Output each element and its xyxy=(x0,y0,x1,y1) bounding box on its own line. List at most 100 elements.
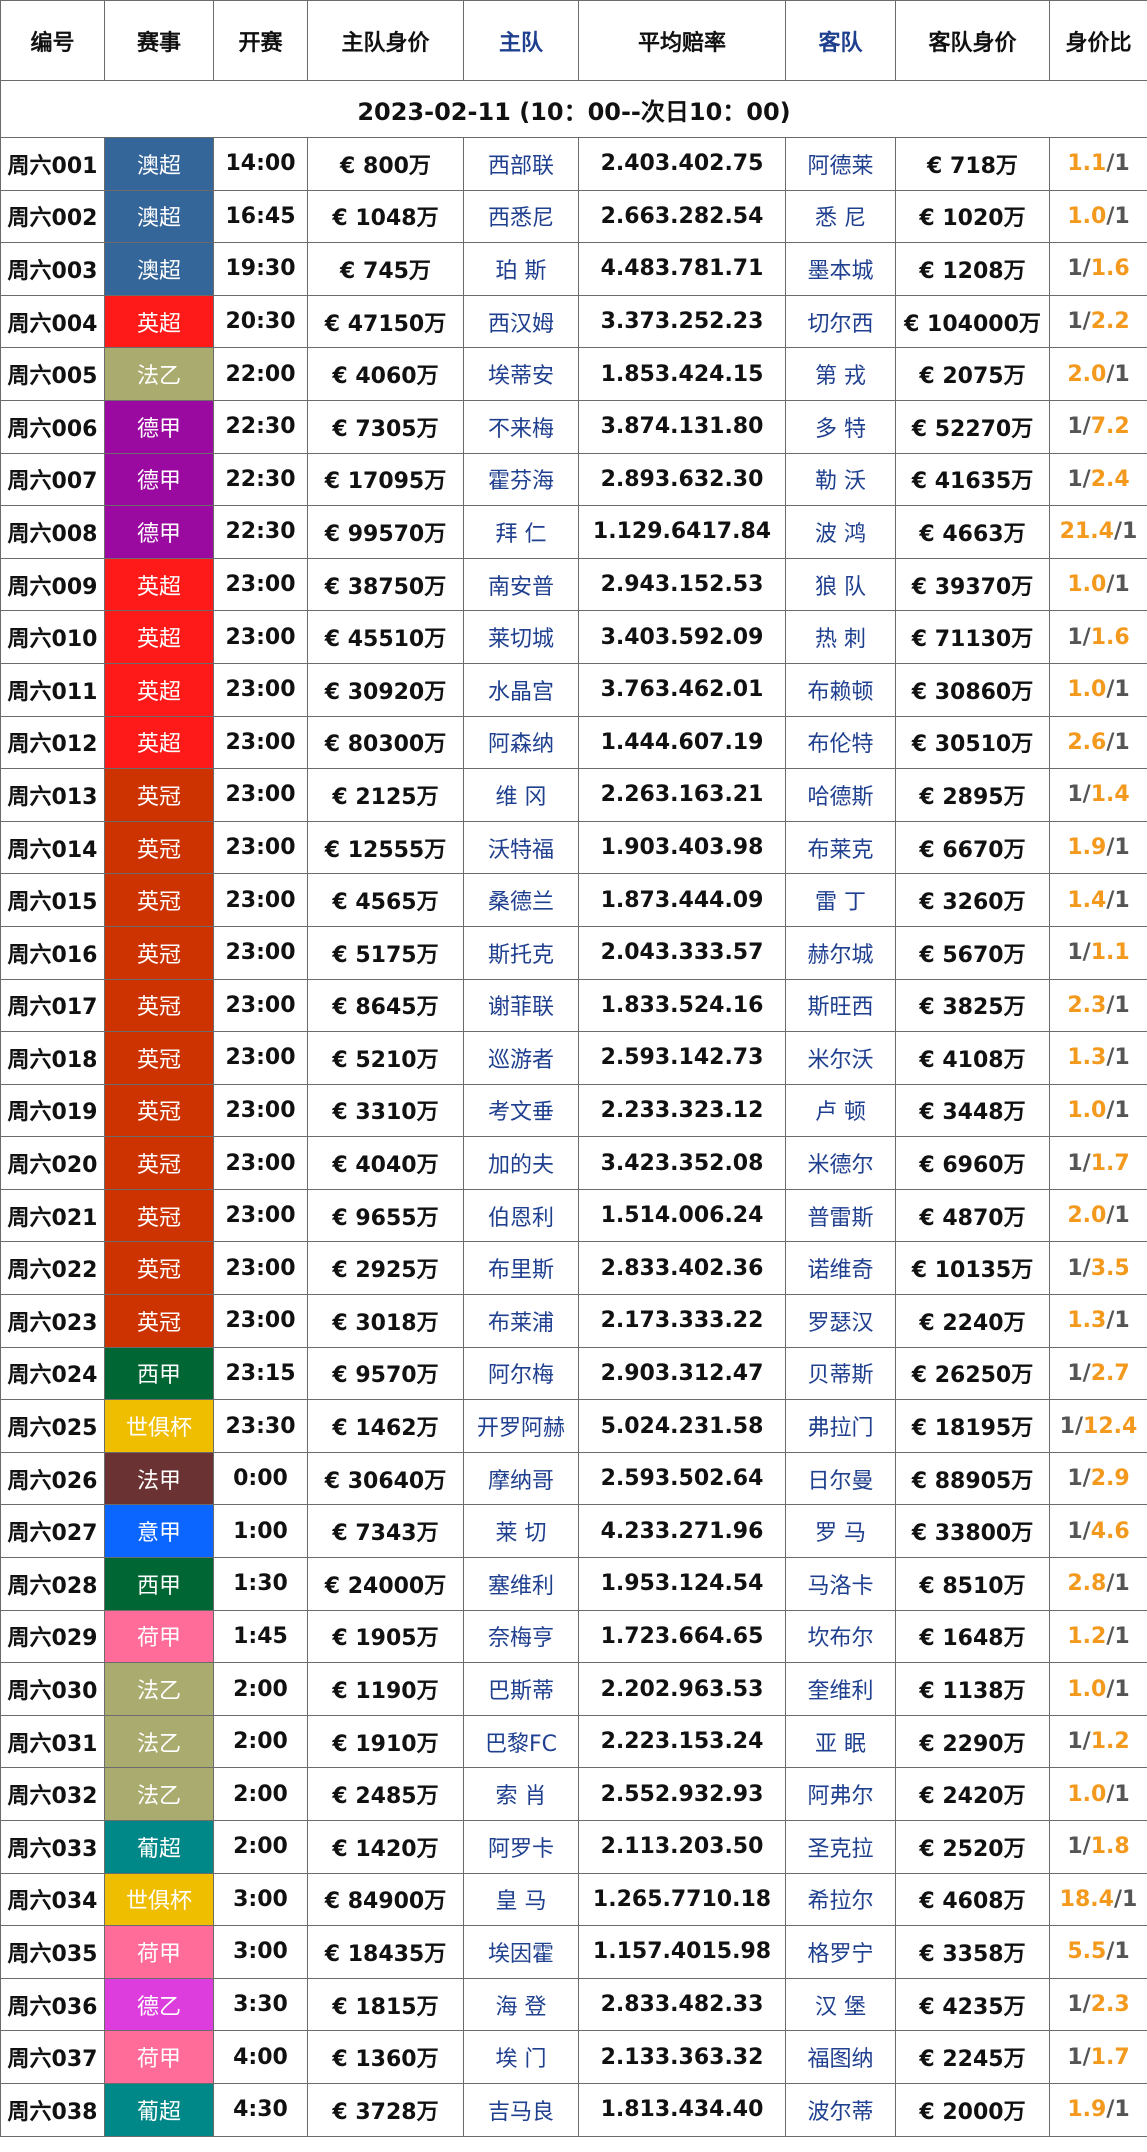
ratio-separator: / xyxy=(1106,203,1115,229)
league-badge: 英超 xyxy=(104,557,214,612)
away-team: 热 刺 xyxy=(785,610,896,664)
league-badge: 世俱杯 xyxy=(104,1399,214,1453)
ratio-left: 1.0 xyxy=(1067,203,1107,229)
ratio-right: 1 xyxy=(1114,1045,1130,1071)
avg-odds: 2.833.402.36 xyxy=(578,1241,786,1296)
ratio-separator: / xyxy=(1082,2044,1091,2070)
home-team: 埃蒂安 xyxy=(463,347,579,401)
value-ratio: 1/1.6 xyxy=(1049,242,1147,296)
table-row: 周六011 英超 23:00 € 30920万 水晶宫 3.763.462.01 布赖顿 € … xyxy=(0,662,1147,717)
header-away-team: 客队 xyxy=(785,0,896,81)
home-team: 奈梅亨 xyxy=(463,1609,579,1664)
match-id: 周六008 xyxy=(0,505,105,559)
away-team: 普雷斯 xyxy=(785,1188,896,1243)
kickoff-time: 23:00 xyxy=(213,1031,308,1085)
kickoff-time: 23:00 xyxy=(213,1294,308,1348)
home-team: 塞维利 xyxy=(463,1557,579,1611)
ratio-left: 1 xyxy=(1067,414,1083,440)
league-badge: 德乙 xyxy=(104,1977,214,2032)
table-row: 周六038 葡超 4:30 € 3728万 吉马良 1.813.434.40 波尔蒂 € 20… xyxy=(0,2082,1147,2137)
away-value: € 30860万 xyxy=(895,662,1050,717)
kickoff-time: 3:00 xyxy=(213,1872,308,1927)
match-id: 周六033 xyxy=(0,1820,105,1874)
date-range: 2023-02-11 (10：00--次日10：00) xyxy=(0,80,1147,138)
home-team: 南安普 xyxy=(463,557,579,612)
match-id: 周六035 xyxy=(0,1925,105,1979)
away-value: € 4663万 xyxy=(895,505,1050,559)
match-id: 周六029 xyxy=(0,1609,105,1664)
league-badge: 德甲 xyxy=(104,399,214,454)
value-ratio: 1.0/1 xyxy=(1049,1767,1147,1821)
league-badge: 英冠 xyxy=(104,768,214,822)
ratio-left: 2.0 xyxy=(1067,361,1107,387)
league-badge: 世俱杯 xyxy=(104,1872,214,1927)
table-row: 周六003 澳超 19:30 € 745万珀 斯 4.483.781.71 墨本城 € 12… xyxy=(0,242,1147,296)
league-badge: 英冠 xyxy=(104,1294,214,1348)
match-id: 周六014 xyxy=(0,820,105,875)
header-league: 赛事 xyxy=(104,0,214,81)
ratio-right: 1.7 xyxy=(1090,2044,1130,2070)
ratio-right: 2.7 xyxy=(1090,1360,1130,1386)
ratio-separator: / xyxy=(1113,1886,1122,1912)
league-badge: 法乙 xyxy=(104,1714,214,1769)
avg-odds: 2.943.152.53 xyxy=(578,557,786,612)
kickoff-time: 0:00 xyxy=(213,1451,308,1506)
away-team: 马洛卡 xyxy=(785,1557,896,1611)
ratio-separator: / xyxy=(1106,1676,1115,1702)
ratio-separator: / xyxy=(1082,782,1091,808)
match-id: 周六013 xyxy=(0,768,105,822)
ratio-left: 1 xyxy=(1067,1729,1083,1755)
ratio-left: 1 xyxy=(1067,309,1083,335)
match-id: 周六018 xyxy=(0,1031,105,1085)
value-ratio: 1.4/1 xyxy=(1049,873,1147,927)
kickoff-time: 23:00 xyxy=(213,820,308,875)
kickoff-time: 23:00 xyxy=(213,662,308,717)
value-ratio: 1/1.6 xyxy=(1049,610,1147,664)
ratio-left: 1.3 xyxy=(1067,1045,1107,1071)
away-value: € 1020万 xyxy=(895,189,1050,244)
ratio-right: 1 xyxy=(1114,1308,1130,1334)
ratio-separator: / xyxy=(1082,1466,1091,1492)
match-id: 周六023 xyxy=(0,1294,105,1348)
table-row: 周六009 英超 23:00 € 38750万 南安普 2.943.152.53 狼 队 € … xyxy=(0,557,1147,612)
ratio-separator: / xyxy=(1082,624,1091,650)
home-value: € 7343万 xyxy=(307,1504,464,1559)
home-value: € 7305万 xyxy=(307,399,464,454)
league-badge: 英冠 xyxy=(104,1136,214,1190)
header-away-value: 客队身价 xyxy=(895,0,1050,81)
avg-odds: 1.157.4015.98 xyxy=(578,1925,786,1979)
match-id: 周六019 xyxy=(0,1083,105,1138)
ratio-separator: / xyxy=(1082,466,1091,492)
value-ratio: 1/1.1 xyxy=(1049,925,1147,980)
ratio-right: 1 xyxy=(1114,887,1130,913)
home-value: € 3728万 xyxy=(307,2082,464,2137)
league-badge: 英超 xyxy=(104,610,214,664)
ratio-separator: / xyxy=(1106,1097,1115,1123)
home-value: € 24000万 xyxy=(307,1557,464,1611)
home-team: 海 登 xyxy=(463,1977,579,2032)
ratio-left: 1 xyxy=(1067,1255,1083,1281)
home-team: 阿森纳 xyxy=(463,715,579,770)
value-ratio: 1/3.5 xyxy=(1049,1241,1147,1296)
table-row: 周六025 世俱杯 23:30 € 1462万 开罗阿赫 5.024.231.58 弗拉门 €… xyxy=(0,1399,1147,1453)
table-row: 周六002 澳超 16:45 € 1048万 西悉尼 2.663.282.54 悉 尼 € 1… xyxy=(0,189,1147,244)
kickoff-time: 14:00 xyxy=(213,137,308,191)
avg-odds: 1.873.444.09 xyxy=(578,873,786,927)
match-id: 周六004 xyxy=(0,294,105,349)
table-row: 周六027 意甲 1:00 € 7343万莱 切 4.233.271.96 罗 马 € 33… xyxy=(0,1504,1147,1559)
away-value: € 3358万 xyxy=(895,1925,1050,1979)
home-value: € 1910万 xyxy=(307,1714,464,1769)
away-value: € 1648万 xyxy=(895,1609,1050,1664)
avg-odds: 2.113.203.50 xyxy=(578,1820,786,1874)
match-id: 周六012 xyxy=(0,715,105,770)
home-team: 阿尔梅 xyxy=(463,1346,579,1401)
league-badge: 西甲 xyxy=(104,1557,214,1611)
ratio-right: 1 xyxy=(1114,151,1130,177)
ratio-separator: / xyxy=(1106,835,1115,861)
ratio-left: 1.0 xyxy=(1067,1097,1107,1123)
avg-odds: 2.552.932.93 xyxy=(578,1767,786,1821)
away-team: 罗 马 xyxy=(785,1504,896,1559)
kickoff-time: 20:30 xyxy=(213,294,308,349)
avg-odds: 2.133.363.32 xyxy=(578,2030,786,2084)
league-badge: 英冠 xyxy=(104,1188,214,1243)
